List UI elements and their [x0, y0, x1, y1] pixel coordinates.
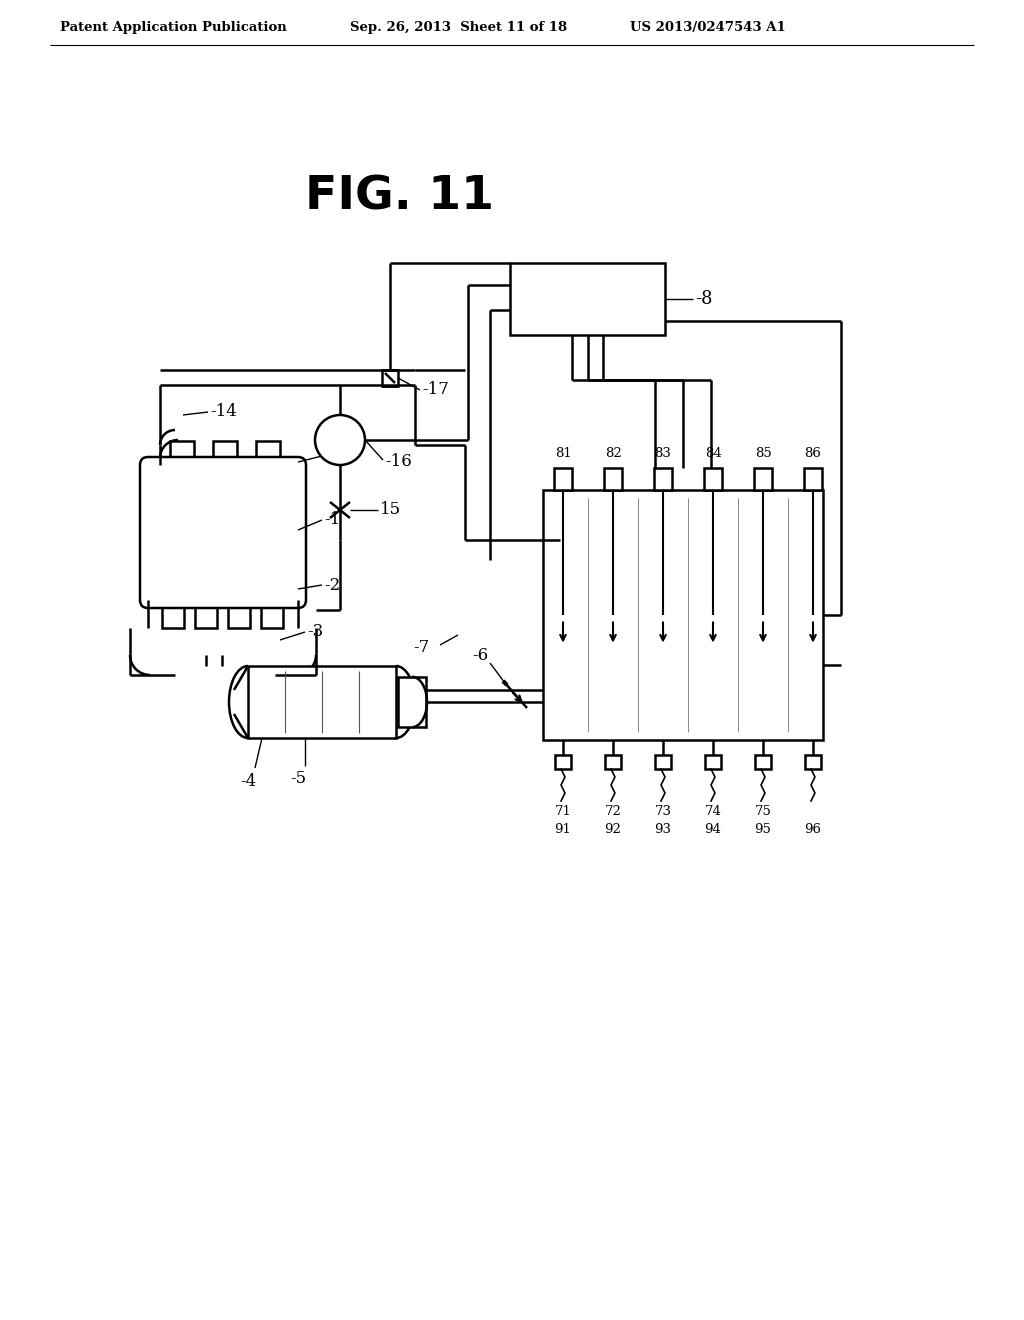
Bar [604, 469, 622, 490]
Bar [655, 755, 671, 770]
Bar [256, 441, 280, 467]
Text: US 2013/0247543 A1: US 2013/0247543 A1 [630, 21, 785, 33]
Text: 72: 72 [604, 805, 622, 818]
Text: 94: 94 [705, 822, 722, 836]
Text: 92: 92 [604, 822, 622, 836]
Bar [804, 469, 822, 490]
Text: -14: -14 [210, 404, 237, 421]
Text: -6: -6 [472, 647, 488, 664]
Text: 93: 93 [654, 822, 672, 836]
Bar [554, 469, 572, 490]
Text: 74: 74 [705, 805, 722, 818]
Text: 91: 91 [555, 822, 571, 836]
Text: -8: -8 [695, 290, 713, 308]
Text: -5: -5 [290, 770, 306, 787]
Text: 15: 15 [380, 502, 401, 519]
Bar [543, 490, 823, 741]
Bar [605, 755, 621, 770]
Text: -16: -16 [385, 454, 412, 470]
FancyBboxPatch shape [140, 457, 306, 609]
Text: 95: 95 [755, 822, 771, 836]
Text: -13: -13 [324, 447, 351, 465]
Bar [170, 441, 194, 467]
Text: 75: 75 [755, 805, 771, 818]
Text: -3: -3 [307, 623, 324, 640]
Text: FIG. 11: FIG. 11 [305, 176, 494, 220]
Text: Patent Application Publication: Patent Application Publication [60, 21, 287, 33]
Bar [162, 601, 184, 628]
Text: 84: 84 [705, 447, 721, 459]
Bar [398, 677, 426, 727]
Text: -7: -7 [414, 639, 430, 656]
Circle shape [315, 414, 365, 465]
Text: 73: 73 [654, 805, 672, 818]
Text: 81: 81 [555, 447, 571, 459]
Bar [228, 601, 250, 628]
Bar [755, 755, 771, 770]
Text: -4: -4 [240, 774, 256, 789]
Bar [195, 601, 217, 628]
Bar [213, 441, 237, 467]
Bar [705, 469, 722, 490]
Text: 86: 86 [805, 447, 821, 459]
Text: -17: -17 [422, 381, 449, 399]
Bar [805, 755, 821, 770]
Bar [248, 667, 396, 738]
Bar [261, 601, 283, 628]
Text: -2: -2 [324, 577, 340, 594]
Bar [382, 370, 398, 385]
Bar [510, 263, 665, 335]
Text: 83: 83 [654, 447, 672, 459]
Text: 71: 71 [555, 805, 571, 818]
Bar [654, 469, 672, 490]
Bar [705, 755, 721, 770]
Text: 85: 85 [755, 447, 771, 459]
Bar [555, 755, 571, 770]
Bar [754, 469, 772, 490]
Text: 82: 82 [604, 447, 622, 459]
Text: Sep. 26, 2013  Sheet 11 of 18: Sep. 26, 2013 Sheet 11 of 18 [350, 21, 567, 33]
Text: 96: 96 [805, 822, 821, 836]
Text: -1: -1 [324, 511, 340, 528]
